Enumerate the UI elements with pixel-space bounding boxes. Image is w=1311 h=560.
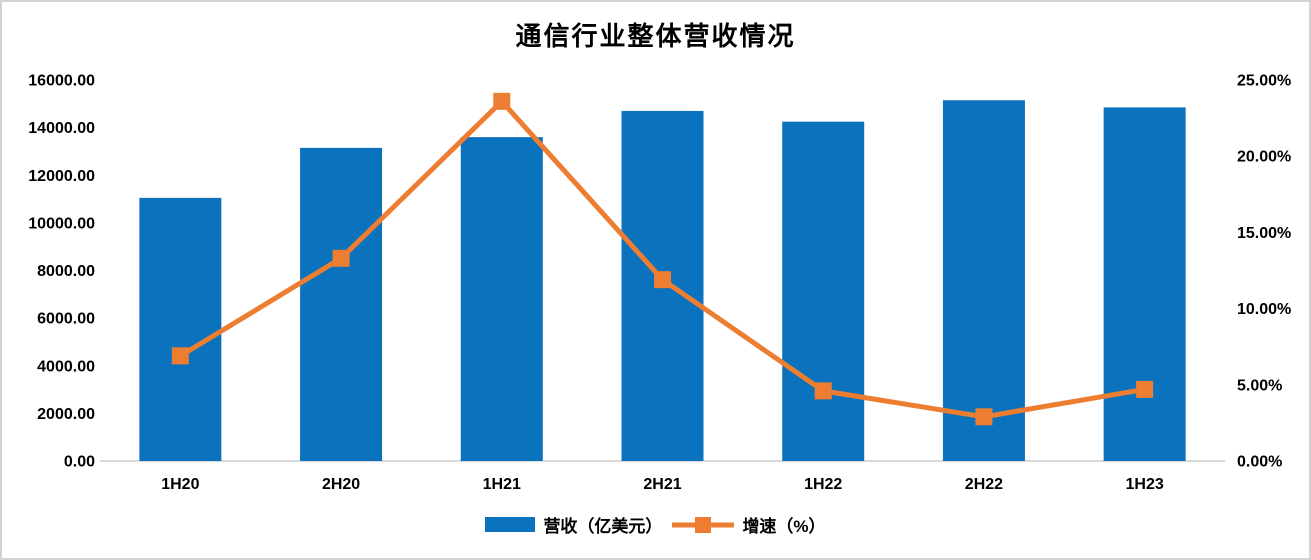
- right-axis-tick-label: 20.00%: [1237, 149, 1291, 166]
- x-axis-category-label: 1H20: [161, 476, 199, 493]
- legend-item-growth[interactable]: 增速（%）: [672, 512, 826, 537]
- left-axis-tick-label: 14000.00: [28, 120, 95, 137]
- revenue-bar[interactable]: [1103, 107, 1186, 462]
- right-axis-tick-label: 25.00%: [1237, 73, 1291, 90]
- x-axis-category-label: 1H21: [483, 476, 521, 493]
- left-axis-tick-label: 2000.00: [37, 406, 95, 423]
- revenue-bar[interactable]: [460, 137, 543, 461]
- growth-marker[interactable]: [1136, 380, 1154, 398]
- right-axis-tick-label: 5.00%: [1237, 377, 1282, 394]
- x-axis-category-label: 2H21: [643, 476, 681, 493]
- x-axis-category-label: 2H20: [322, 476, 360, 493]
- left-axis-tick-label: 10000.00: [28, 215, 95, 232]
- left-axis-tick-label: 4000.00: [37, 358, 95, 375]
- left-axis-tick-label: 16000.00: [28, 73, 95, 90]
- right-axis-tick-label: 10.00%: [1237, 301, 1291, 318]
- growth-marker[interactable]: [493, 92, 511, 110]
- x-axis-category-label: 1H23: [1126, 476, 1164, 493]
- growth-marker[interactable]: [654, 271, 671, 289]
- revenue-bar[interactable]: [942, 100, 1025, 461]
- revenue-bar[interactable]: [782, 121, 865, 461]
- x-axis-category-label: 2H22: [965, 476, 1003, 493]
- revenue-bar[interactable]: [300, 147, 383, 461]
- legend-label-revenue: 营收（亿美元）: [543, 517, 663, 536]
- left-axis-tick-label: 12000.00: [28, 168, 95, 185]
- right-axis-tick-label: 0.00%: [1237, 454, 1282, 471]
- legend-label-growth: 增速（%）: [742, 517, 826, 536]
- growth-marker[interactable]: [332, 249, 350, 267]
- legend-swatch-growth-icon: [672, 516, 735, 533]
- revenue-bar[interactable]: [139, 197, 222, 461]
- growth-marker[interactable]: [975, 408, 993, 426]
- chart-legend: 营收（亿美元） 增速（%）: [0, 512, 1311, 537]
- chart-title: 通信行业整体营收情况: [515, 22, 796, 52]
- left-axis-tick-label: 8000.00: [37, 263, 95, 280]
- x-axis-category-label: 1H22: [804, 476, 842, 493]
- growth-marker[interactable]: [814, 382, 832, 400]
- right-axis-tick-label: 15.00%: [1237, 225, 1291, 242]
- growth-marker[interactable]: [171, 347, 189, 365]
- legend-swatch-revenue-icon: [485, 517, 536, 532]
- left-axis-tick-label: 0.00: [64, 454, 95, 471]
- legend-item-revenue[interactable]: 营收（亿美元）: [485, 512, 662, 537]
- left-axis-tick-label: 6000.00: [37, 311, 95, 328]
